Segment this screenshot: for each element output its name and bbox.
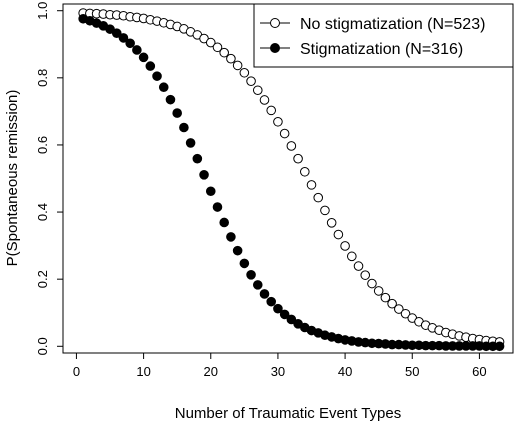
x-tick-label: 40: [338, 364, 352, 379]
data-point: [138, 52, 149, 63]
data-point: [226, 232, 236, 242]
data-point: [199, 170, 209, 180]
data-point: [111, 28, 122, 38]
legend-box: [253, 3, 514, 68]
x-tick-label: 50: [405, 364, 419, 379]
data-point: [266, 105, 277, 116]
data-point: [219, 217, 229, 228]
data-point: [286, 141, 297, 151]
data-point: [279, 128, 290, 139]
data-point: [380, 292, 391, 303]
data-point: [273, 116, 283, 127]
data-point: [165, 94, 176, 105]
data-point: [326, 217, 337, 228]
data-point: [340, 241, 350, 251]
data-point: [212, 202, 223, 212]
x-axis: 0 10 20 30 40 50 60: [73, 353, 487, 379]
data-point: [286, 314, 297, 325]
y-axis: 0.0 0.2 0.4 0.6 0.8 1.0: [35, 2, 63, 355]
data-point: [239, 67, 250, 78]
data-point: [320, 205, 330, 216]
data-point: [219, 47, 229, 58]
data-point: [145, 61, 156, 71]
data-point: [232, 245, 243, 256]
data-point: [192, 153, 203, 164]
data-point: [347, 251, 357, 262]
data-point: [266, 296, 277, 307]
x-tick-label: 30: [271, 364, 285, 379]
legend-marker-stigmatization: [270, 43, 280, 53]
data-point: [333, 229, 344, 240]
x-tick-label: 0: [73, 364, 80, 379]
data-point: [252, 85, 263, 96]
data-point: [158, 82, 169, 93]
y-tick-label: 0.2: [35, 270, 50, 288]
data-point: [239, 258, 250, 269]
y-tick-label: 0.4: [35, 203, 50, 221]
data-point: [273, 303, 283, 314]
data-point: [494, 341, 505, 352]
x-tick-label: 20: [204, 364, 218, 379]
x-tick-label: 60: [472, 364, 486, 379]
data-point: [293, 153, 303, 164]
data-point: [246, 270, 256, 280]
data-point: [172, 108, 182, 118]
data-point: [152, 71, 162, 81]
data-point: [313, 192, 324, 203]
data-point: [299, 166, 310, 177]
data-point: [373, 286, 384, 296]
data-point: [360, 270, 371, 280]
data-point: [259, 289, 270, 299]
data-point: [212, 42, 223, 53]
data-point: [306, 180, 317, 190]
data-point: [185, 138, 196, 148]
data-point: [279, 309, 290, 320]
y-axis-title: P(Spontaneous remission): [4, 90, 21, 267]
series-no-stigmatization: [78, 8, 505, 347]
series-layer: [78, 8, 505, 352]
legend: No stigmatization (N=523) Stigmatization…: [253, 3, 514, 68]
series-stigmatization: [78, 13, 505, 352]
legend-label-stigmatization: Stigmatization (N=316): [300, 41, 463, 58]
data-point: [205, 186, 216, 197]
x-axis-title: Number of Traumatic Event Types: [175, 405, 402, 422]
data-point: [353, 261, 364, 271]
legend-label-no-stigmatization: No stigmatization (N=523): [300, 16, 485, 33]
data-point: [226, 53, 236, 64]
data-point: [394, 304, 404, 314]
data-point: [259, 95, 270, 105]
data-point: [132, 45, 142, 55]
data-point: [118, 33, 129, 43]
y-tick-label: 1.0: [35, 2, 50, 20]
data-point: [387, 298, 397, 309]
data-point: [232, 60, 243, 71]
data-point: [246, 76, 256, 86]
data-point: [400, 308, 411, 319]
y-tick-label: 0.8: [35, 69, 50, 87]
y-tick-label: 0.6: [35, 136, 50, 154]
y-tick-label: 0.0: [35, 337, 50, 355]
data-point: [367, 278, 377, 289]
x-tick-label: 10: [136, 364, 150, 379]
data-point: [179, 122, 189, 133]
data-point: [205, 37, 216, 48]
data-point: [252, 280, 263, 290]
legend-marker-no-stigmatization: [270, 18, 280, 28]
data-point: [125, 38, 135, 49]
